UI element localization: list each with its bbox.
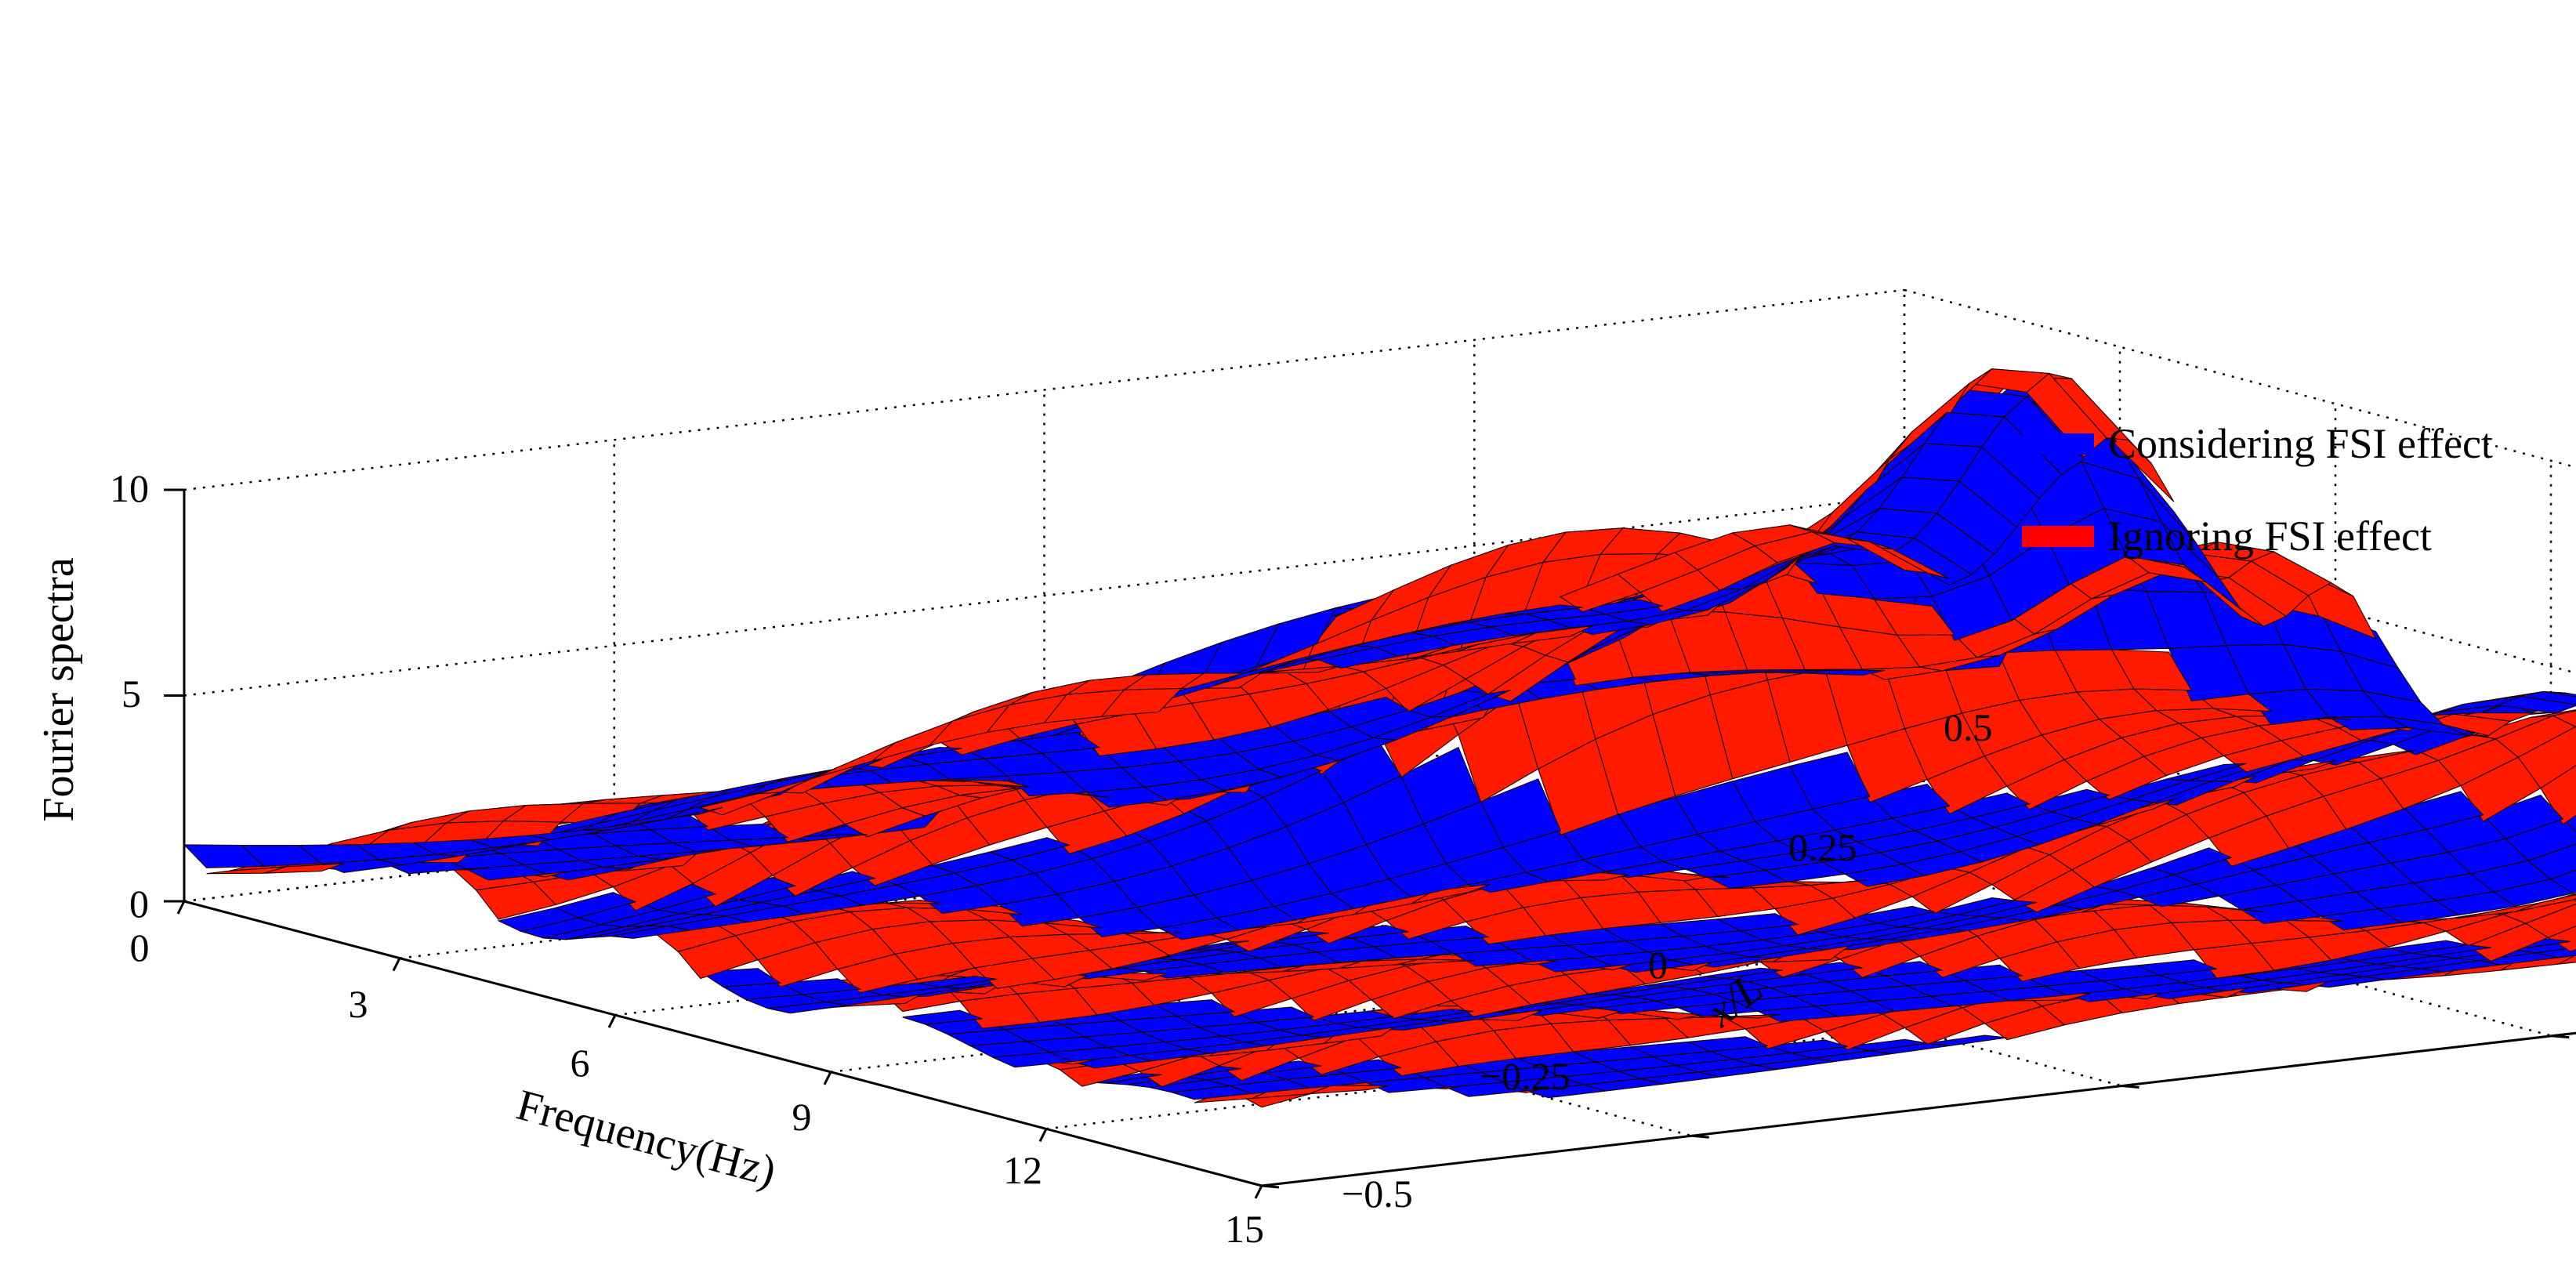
x-tick bbox=[607, 1014, 617, 1028]
surface-patch bbox=[183, 844, 266, 868]
surface-patch bbox=[206, 866, 287, 875]
x-tick-label: 0 bbox=[130, 926, 150, 969]
surface-patch bbox=[2547, 925, 2576, 952]
y-tick bbox=[2552, 1035, 2570, 1039]
surface-patch bbox=[497, 907, 580, 932]
y-tick-label: −0.25 bbox=[1480, 1054, 1571, 1098]
surface-patch bbox=[699, 968, 782, 987]
x-tick bbox=[1038, 1128, 1048, 1143]
grid-line bbox=[183, 288, 1905, 491]
y-tick bbox=[1261, 1184, 1280, 1189]
x-tick-label: 12 bbox=[1003, 1148, 1042, 1192]
legend-label-ignoring: Ignoring FSI effect bbox=[2108, 513, 2432, 560]
y-tick-label: −0.5 bbox=[1342, 1172, 1413, 1216]
x-tick bbox=[823, 1071, 832, 1085]
y-tick-label: 0.5 bbox=[1944, 705, 1993, 749]
y-tick bbox=[1691, 1134, 1709, 1139]
surface-mesh bbox=[183, 368, 2576, 1108]
x-tick-labels: 0 3 6 9 12 15 bbox=[130, 926, 1265, 1251]
z-tick-labels: 0 5 10 bbox=[110, 466, 149, 926]
y-tick-label: 0.25 bbox=[1788, 825, 1857, 869]
x-axis-title: Frequency(Hz) bbox=[512, 1081, 781, 1197]
z-tick-label: 5 bbox=[121, 672, 141, 716]
surface-patch bbox=[902, 1009, 983, 1025]
grid-line bbox=[183, 495, 1905, 697]
x-tick-label: 15 bbox=[1225, 1207, 1264, 1251]
legend: Considering FSI effect Ignoring FSI effe… bbox=[2022, 420, 2493, 560]
x-tick bbox=[392, 957, 401, 972]
y-tick-label: 0 bbox=[1648, 943, 1668, 987]
x-tick bbox=[1254, 1185, 1263, 1199]
surface-patch bbox=[698, 792, 781, 816]
x-tick-label: 9 bbox=[792, 1095, 812, 1139]
x-tick-label: 3 bbox=[349, 982, 368, 1026]
x-axis-line bbox=[183, 900, 1263, 1187]
z-tick-label: 10 bbox=[110, 466, 149, 510]
z-tick-label: 0 bbox=[129, 882, 149, 926]
legend-swatch-considering bbox=[2022, 433, 2094, 455]
x-tick-label: 6 bbox=[571, 1041, 590, 1085]
y-tick bbox=[2121, 1085, 2139, 1089]
legend-label-considering: Considering FSI effect bbox=[2108, 420, 2493, 467]
x-tick bbox=[176, 900, 186, 915]
y-tick-labels: −0.5 −0.25 0 0.25 0.5 bbox=[1342, 705, 1993, 1216]
z-axis-title: Fourier spectra bbox=[34, 557, 83, 822]
legend-swatch-ignoring bbox=[2022, 526, 2094, 547]
axes-frame bbox=[164, 488, 2576, 1199]
